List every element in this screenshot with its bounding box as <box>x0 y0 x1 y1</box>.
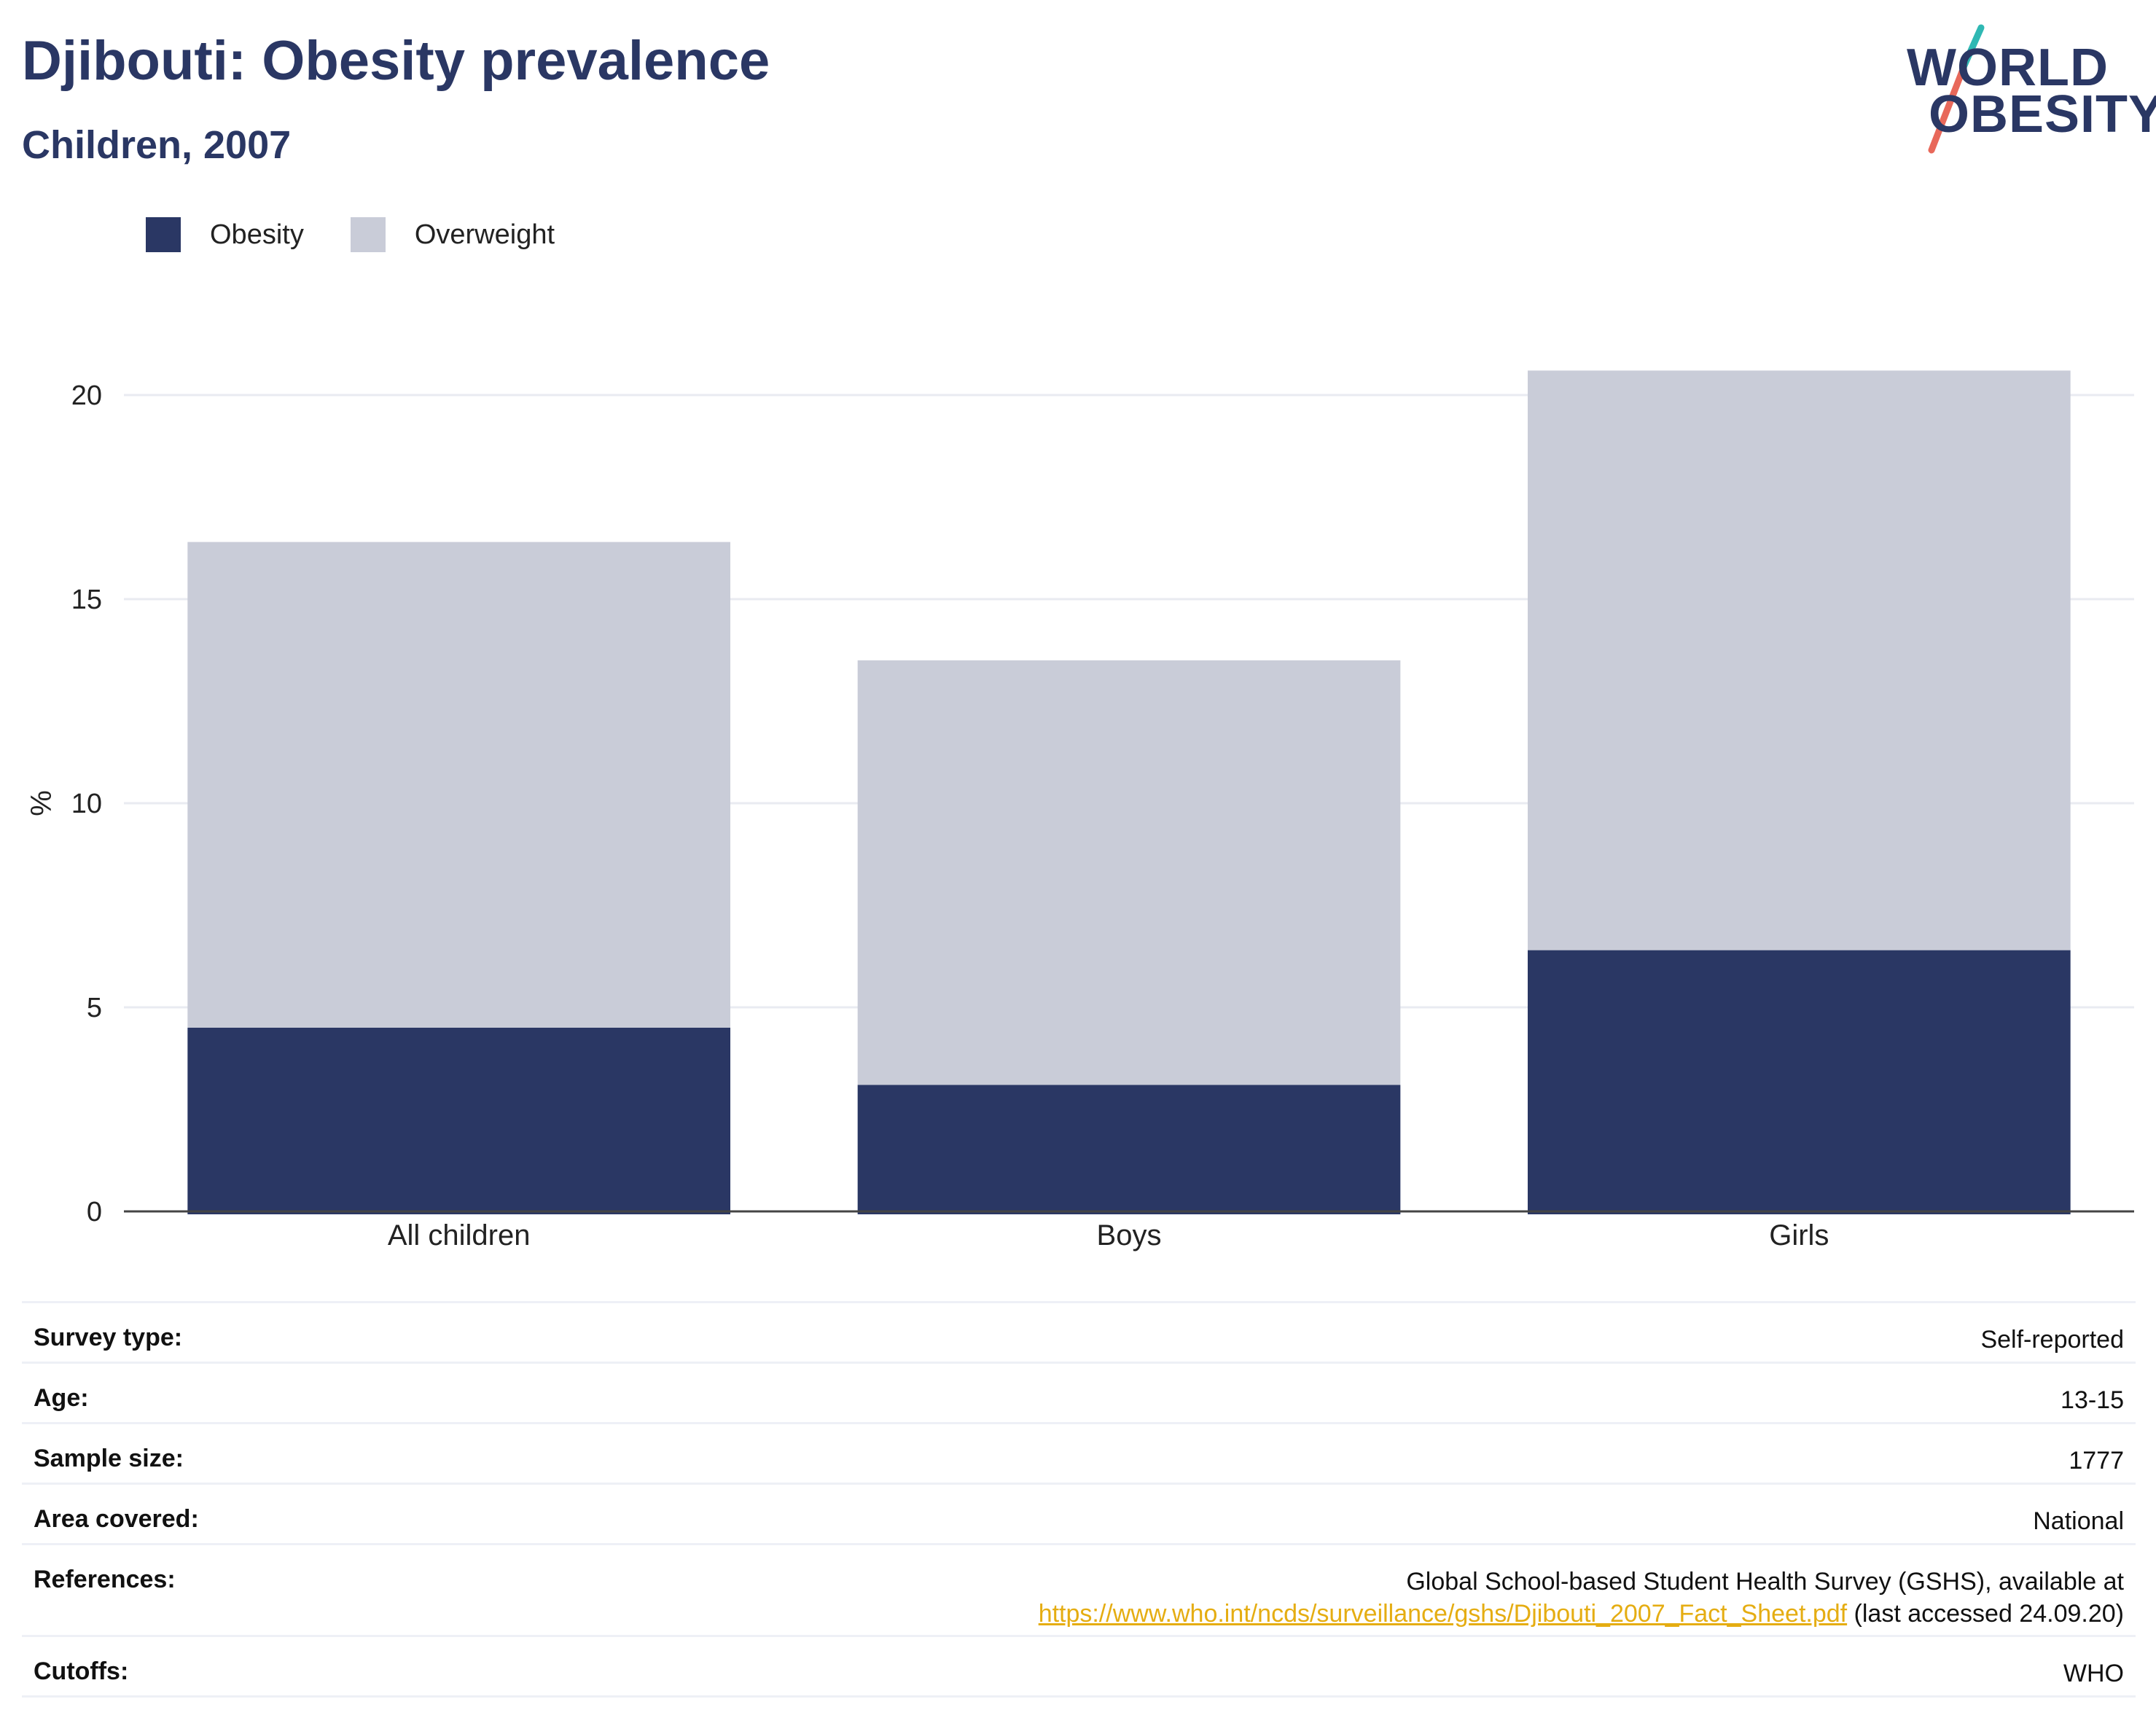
x-tick-label: Girls <box>1769 1219 1829 1251</box>
table-row-survey-type: Survey type: Self-reported <box>22 1303 2136 1364</box>
bar-overweight-boys <box>857 660 1401 1085</box>
sample-size-label: Sample size: <box>34 1445 184 1472</box>
age-label: Age: <box>34 1384 89 1412</box>
table-row-cutoffs: Cutoffs: WHO <box>22 1637 2136 1698</box>
world-obesity-logo: WORLD OBESITY <box>1895 18 2156 157</box>
x-tick-label: All children <box>388 1219 531 1251</box>
bar-obesity-girls <box>1528 950 2071 1214</box>
table-row-age: Age: 13-15 <box>22 1364 2136 1424</box>
y-tick-label: 20 <box>71 380 102 411</box>
logo-slash-icon <box>1928 24 1985 154</box>
survey-type-label: Survey type: <box>34 1324 183 1351</box>
sample-size-value: 1777 <box>2069 1447 2124 1475</box>
y-tick-label: 5 <box>87 993 102 1023</box>
table-row-area-covered: Area covered: National <box>22 1485 2136 1545</box>
table-row-references: References: Global School-based Student … <box>22 1545 2136 1637</box>
table-row-sample-size: Sample size: 1777 <box>22 1424 2136 1485</box>
survey-type-value: Self-reported <box>1980 1326 2124 1354</box>
stacked-bar-chart: 0 5 10 15 20% All children Boys Girls <box>26 370 2134 1251</box>
legend-label-obesity: Obesity <box>210 219 304 250</box>
references-text: Global School-based Student Health Surve… <box>1406 1568 2124 1596</box>
survey-details-table: Survey type: Self-reported Age: 13-15 Sa… <box>22 1301 2136 1698</box>
legend-item-obesity[interactable]: Obesity <box>146 217 304 252</box>
chart-legend: Obesity Overweight <box>146 217 601 252</box>
legend-swatch-overweight <box>350 217 386 252</box>
y-axis-label: % <box>26 790 58 816</box>
bar-obesity-boys <box>857 1085 1401 1214</box>
references-label: References: <box>34 1566 176 1593</box>
bar-overweight-girls <box>1528 370 2071 950</box>
logo-line-world: WORLD <box>1907 39 2109 97</box>
references-link[interactable]: https://www.who.int/ncds/surveillance/gs… <box>1038 1600 1848 1628</box>
y-tick-label: 15 <box>71 585 102 615</box>
x-tick-label: Boys <box>1097 1219 1162 1251</box>
cutoffs-label: Cutoffs: <box>34 1657 129 1685</box>
bar-overweight-all-children <box>187 542 730 1028</box>
references-value: Global School-based Student Health Surve… <box>1039 1566 2124 1630</box>
y-tick-label: 0 <box>87 1197 102 1227</box>
area-covered-value: National <box>2033 1507 2124 1535</box>
references-suffix: (last accessed 24.09.20) <box>1847 1600 2124 1628</box>
bar-obesity-all-children <box>187 1028 730 1214</box>
legend-item-overweight[interactable]: Overweight <box>350 217 555 252</box>
legend-label-overweight: Overweight <box>414 219 555 250</box>
chart-title: Djibouti: Obesity prevalence <box>22 30 770 92</box>
age-value: 13-15 <box>2061 1386 2124 1414</box>
y-tick-label: 10 <box>71 789 102 819</box>
logo-line-obesity: OBESITY <box>1929 85 2156 144</box>
legend-swatch-obesity <box>146 217 181 252</box>
chart-subtitle: Children, 2007 <box>22 123 292 167</box>
cutoffs-value: WHO <box>2063 1660 2124 1687</box>
area-covered-label: Area covered: <box>34 1505 199 1533</box>
